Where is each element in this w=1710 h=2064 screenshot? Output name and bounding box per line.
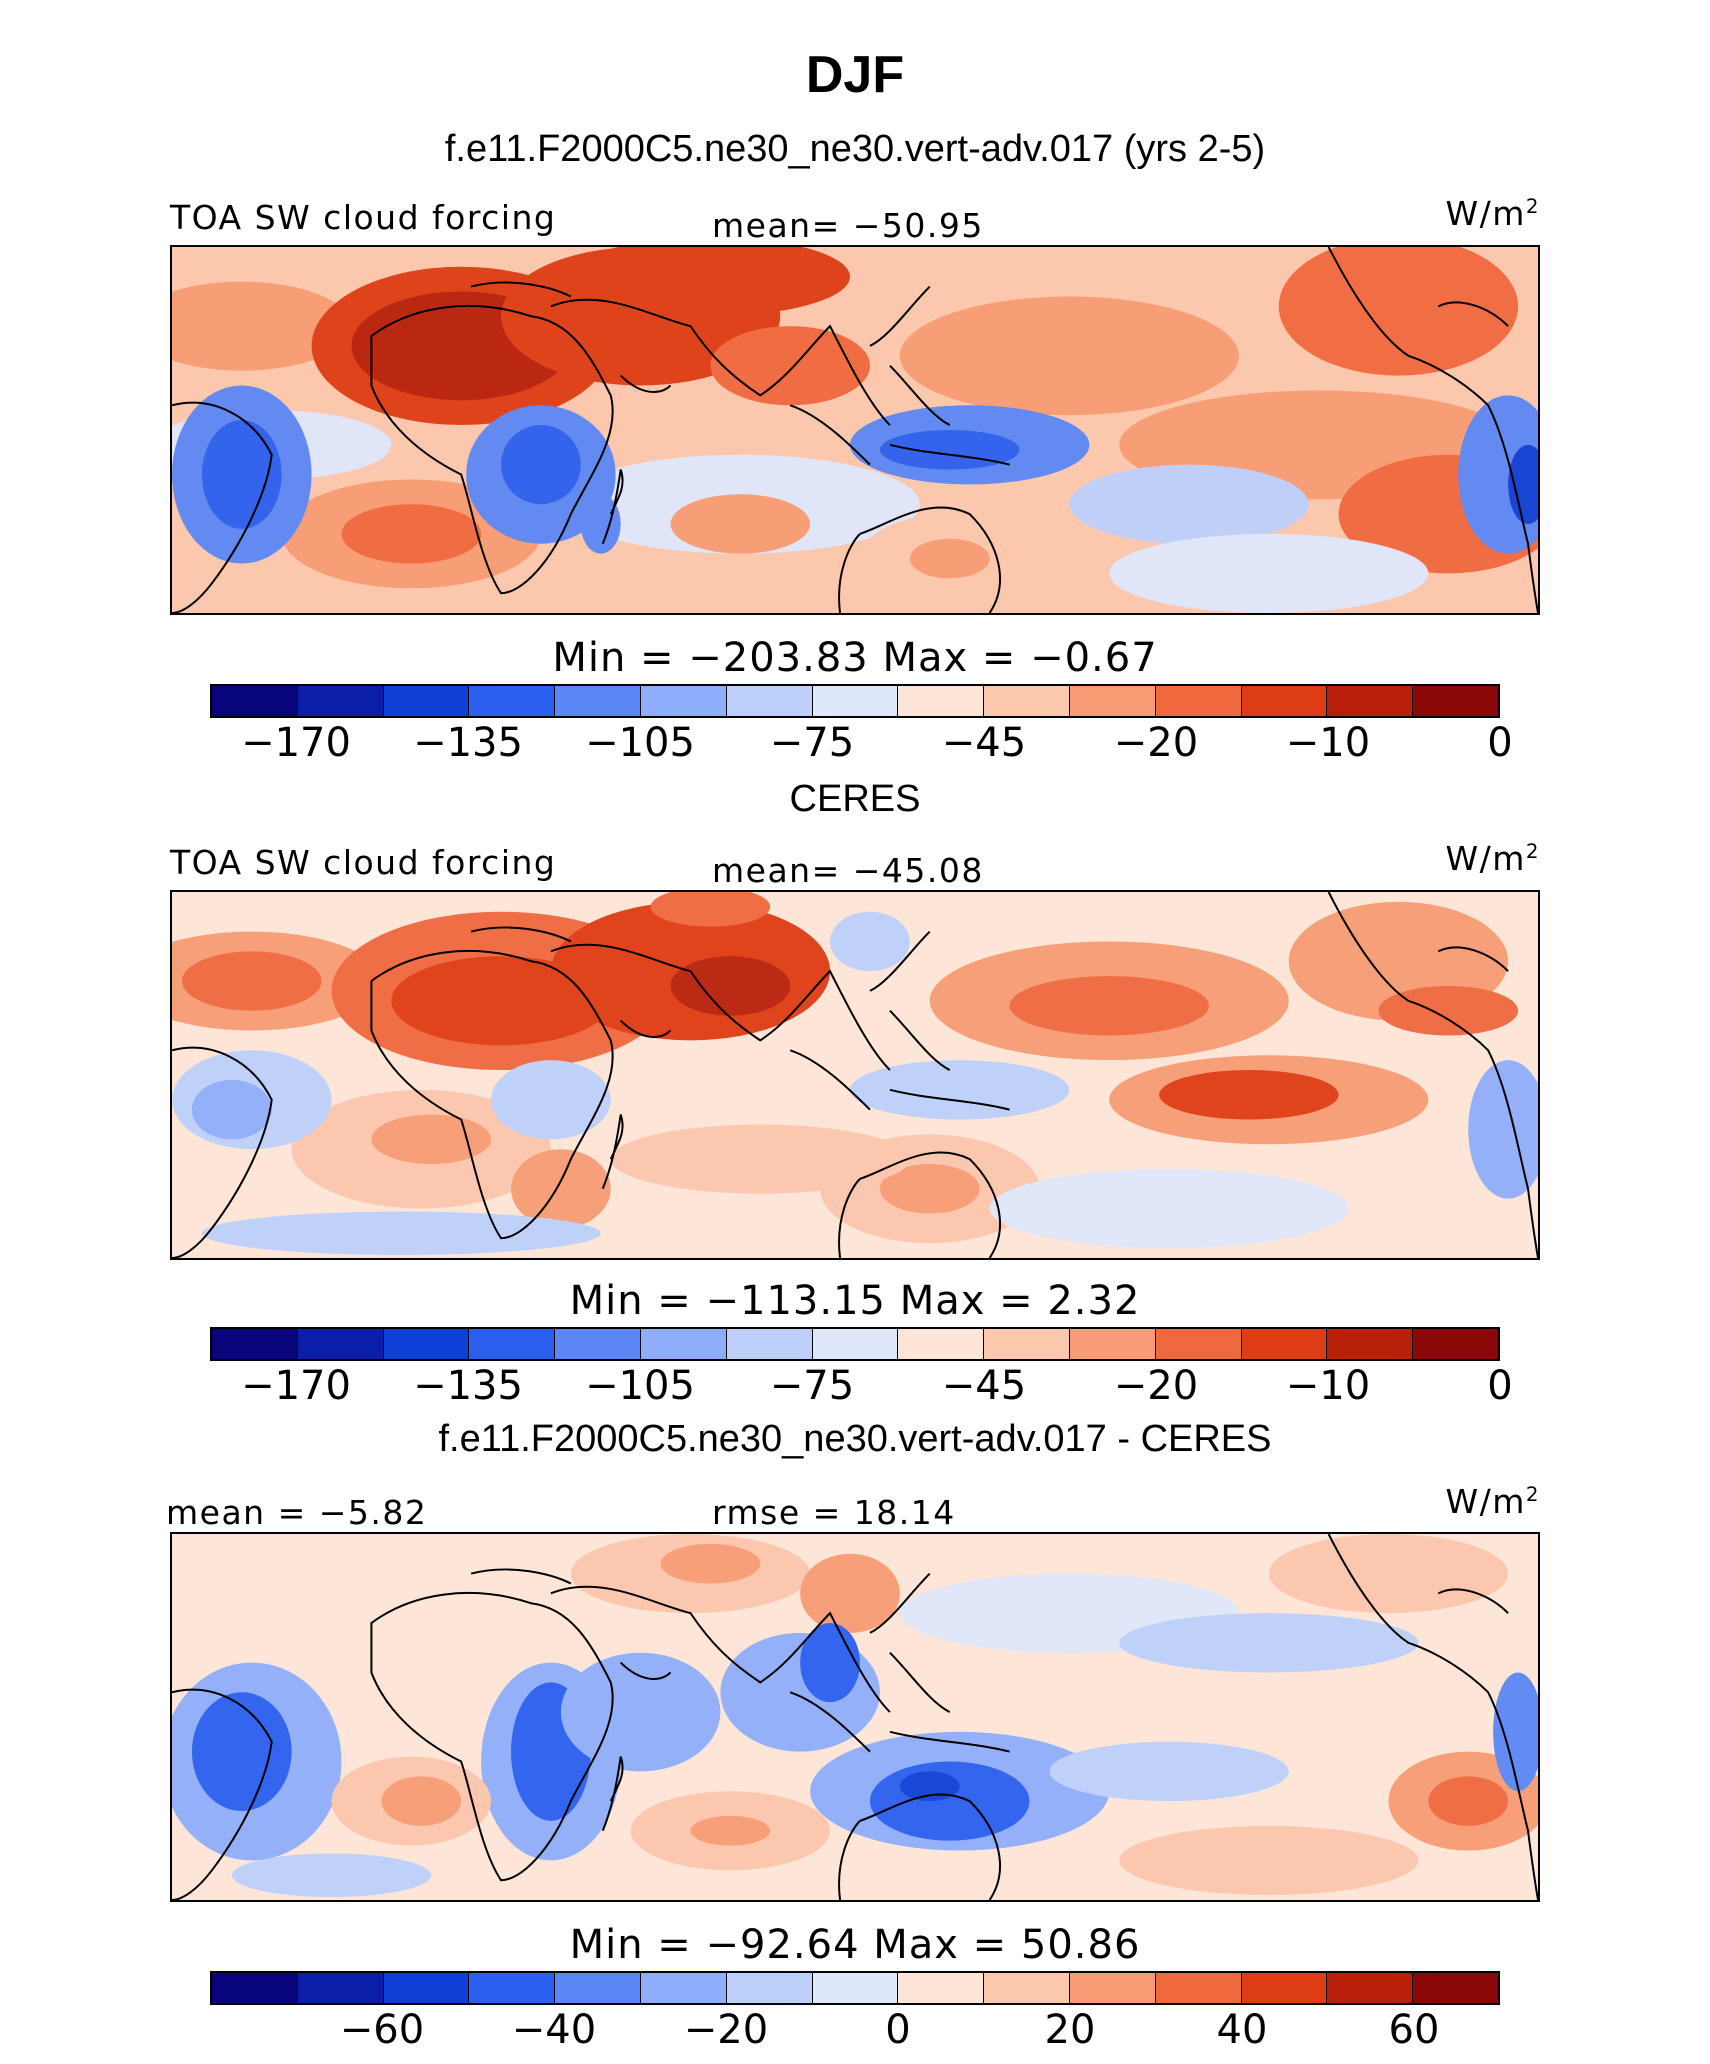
colorbar-swatch [469,1973,556,2003]
colorbar-tick-label: 20 [1044,2007,1096,2053]
panel-1-subtitle: f.e11.F2000C5.ne30_ne30.vert-adv.017 (yr… [444,128,1266,170]
panel-2-subtitle: CERES [789,778,921,820]
colorbar-tick-label: −60 [339,2007,425,2053]
figure-title: DJF [805,46,905,104]
panel-3-rmse-label: rmse = 18.14 [712,1493,956,1532]
colorbar-swatch [640,1973,727,2003]
colorbar-swatch [984,686,1070,716]
colorbar-swatch [1155,1973,1242,2003]
panel-2-minmax: Min = −113.15 Max = 2.32 [569,1278,1141,1324]
colorbar-swatch [898,1973,985,2003]
colorbar-tick-label: −45 [941,720,1027,766]
colorbar-swatch [212,686,298,716]
panel-1-mean-label: mean= −50.95 [712,206,984,245]
colorbar-swatch [1241,1329,1328,1359]
colorbar-swatch [726,686,813,716]
colorbar-swatch [383,1329,470,1359]
panel-3-units-label: W/m2 [1445,1482,1540,1521]
panel-2-colorbar [210,1327,1500,1361]
colorbar-tick-label: −135 [413,720,523,766]
colorbar-tick-label: 40 [1216,2007,1268,2053]
colorbar-swatch [984,1973,1070,2003]
colorbar-swatch [898,686,985,716]
colorbar-swatch [984,1329,1070,1359]
colorbar-swatch [898,1329,985,1359]
colorbar-swatch [1155,686,1242,716]
colorbar-swatch [1413,1329,1498,1359]
panel-1-colorbar-ticks: −170 −135 −105 −75 −45 −20 −10 0 [0,720,1710,770]
panel-3-colorbar-ticks: −60 −40 −20 0 20 40 60 [0,2007,1710,2057]
colorbar-swatch [726,1973,813,2003]
colorbar-swatch [1413,1973,1498,2003]
colorbar-swatch [383,686,470,716]
panel-2-variable-label: TOA SW cloud forcing [170,843,557,882]
colorbar-swatch [555,686,641,716]
colorbar-swatch [1155,1329,1242,1359]
colorbar-tick-label: −75 [769,720,855,766]
colorbar-swatch [812,1329,899,1359]
colorbar-swatch [297,1329,384,1359]
colorbar-tick-label: −20 [1113,1363,1199,1409]
colorbar-tick-label: −105 [585,720,695,766]
panel-1-colorbar [210,684,1500,718]
panel-3-map [170,1532,1540,1902]
colorbar-tick-label: 0 [1487,720,1513,766]
colorbar-swatch [555,1973,641,2003]
colorbar-swatch [1069,1973,1156,2003]
colorbar-swatch [1327,1329,1414,1359]
colorbar-tick-label: 0 [885,2007,911,2053]
colorbar-swatch [555,1329,641,1359]
colorbar-swatch [812,1973,899,2003]
colorbar-swatch [1413,686,1498,716]
colorbar-tick-label: −170 [241,720,351,766]
colorbar-swatch [1327,686,1414,716]
colorbar-swatch [640,1329,727,1359]
colorbar-swatch [1241,686,1328,716]
colorbar-tick-label: −170 [241,1363,351,1409]
colorbar-tick-label: −20 [683,2007,769,2053]
colorbar-swatch [1241,1973,1328,2003]
colorbar-swatch [212,1973,298,2003]
panel-1-minmax: Min = −203.83 Max = −0.67 [552,635,1158,681]
panel-3-minmax: Min = −92.64 Max = 50.86 [569,1922,1141,1968]
panel-2-mean-label: mean= −45.08 [712,851,984,890]
panel-1-map [170,245,1540,615]
panel-2-units-label: W/m2 [1445,839,1540,878]
colorbar-swatch [383,1973,470,2003]
panel-2-map [170,890,1540,1260]
panel-2-colorbar-ticks: −170 −135 −105 −75 −45 −20 −10 0 [0,1363,1710,1413]
colorbar-swatch [726,1329,813,1359]
colorbar-tick-label: −75 [769,1363,855,1409]
colorbar-swatch [297,1973,384,2003]
colorbar-tick-label: −10 [1285,720,1371,766]
colorbar-tick-label: −105 [585,1363,695,1409]
colorbar-swatch [1327,1973,1414,2003]
panel-3-subtitle: f.e11.F2000C5.ne30_ne30.vert-adv.017 - C… [438,1418,1272,1460]
colorbar-tick-label: −45 [941,1363,1027,1409]
colorbar-swatch [469,686,556,716]
colorbar-tick-label: −20 [1113,720,1199,766]
panel-3-mean-label: mean = −5.82 [166,1493,428,1532]
panel-1-units-label: W/m2 [1445,194,1540,233]
colorbar-swatch [640,686,727,716]
colorbar-swatch [1069,1329,1156,1359]
colorbar-tick-label: −135 [413,1363,523,1409]
colorbar-tick-label: −40 [511,2007,597,2053]
colorbar-tick-label: 0 [1487,1363,1513,1409]
panel-3-colorbar [210,1971,1500,2005]
panel-1-variable-label: TOA SW cloud forcing [170,198,557,237]
colorbar-swatch [469,1329,556,1359]
colorbar-swatch [297,686,384,716]
colorbar-swatch [812,686,899,716]
colorbar-swatch [1069,686,1156,716]
colorbar-tick-label: 60 [1388,2007,1440,2053]
colorbar-swatch [212,1329,298,1359]
colorbar-tick-label: −10 [1285,1363,1371,1409]
